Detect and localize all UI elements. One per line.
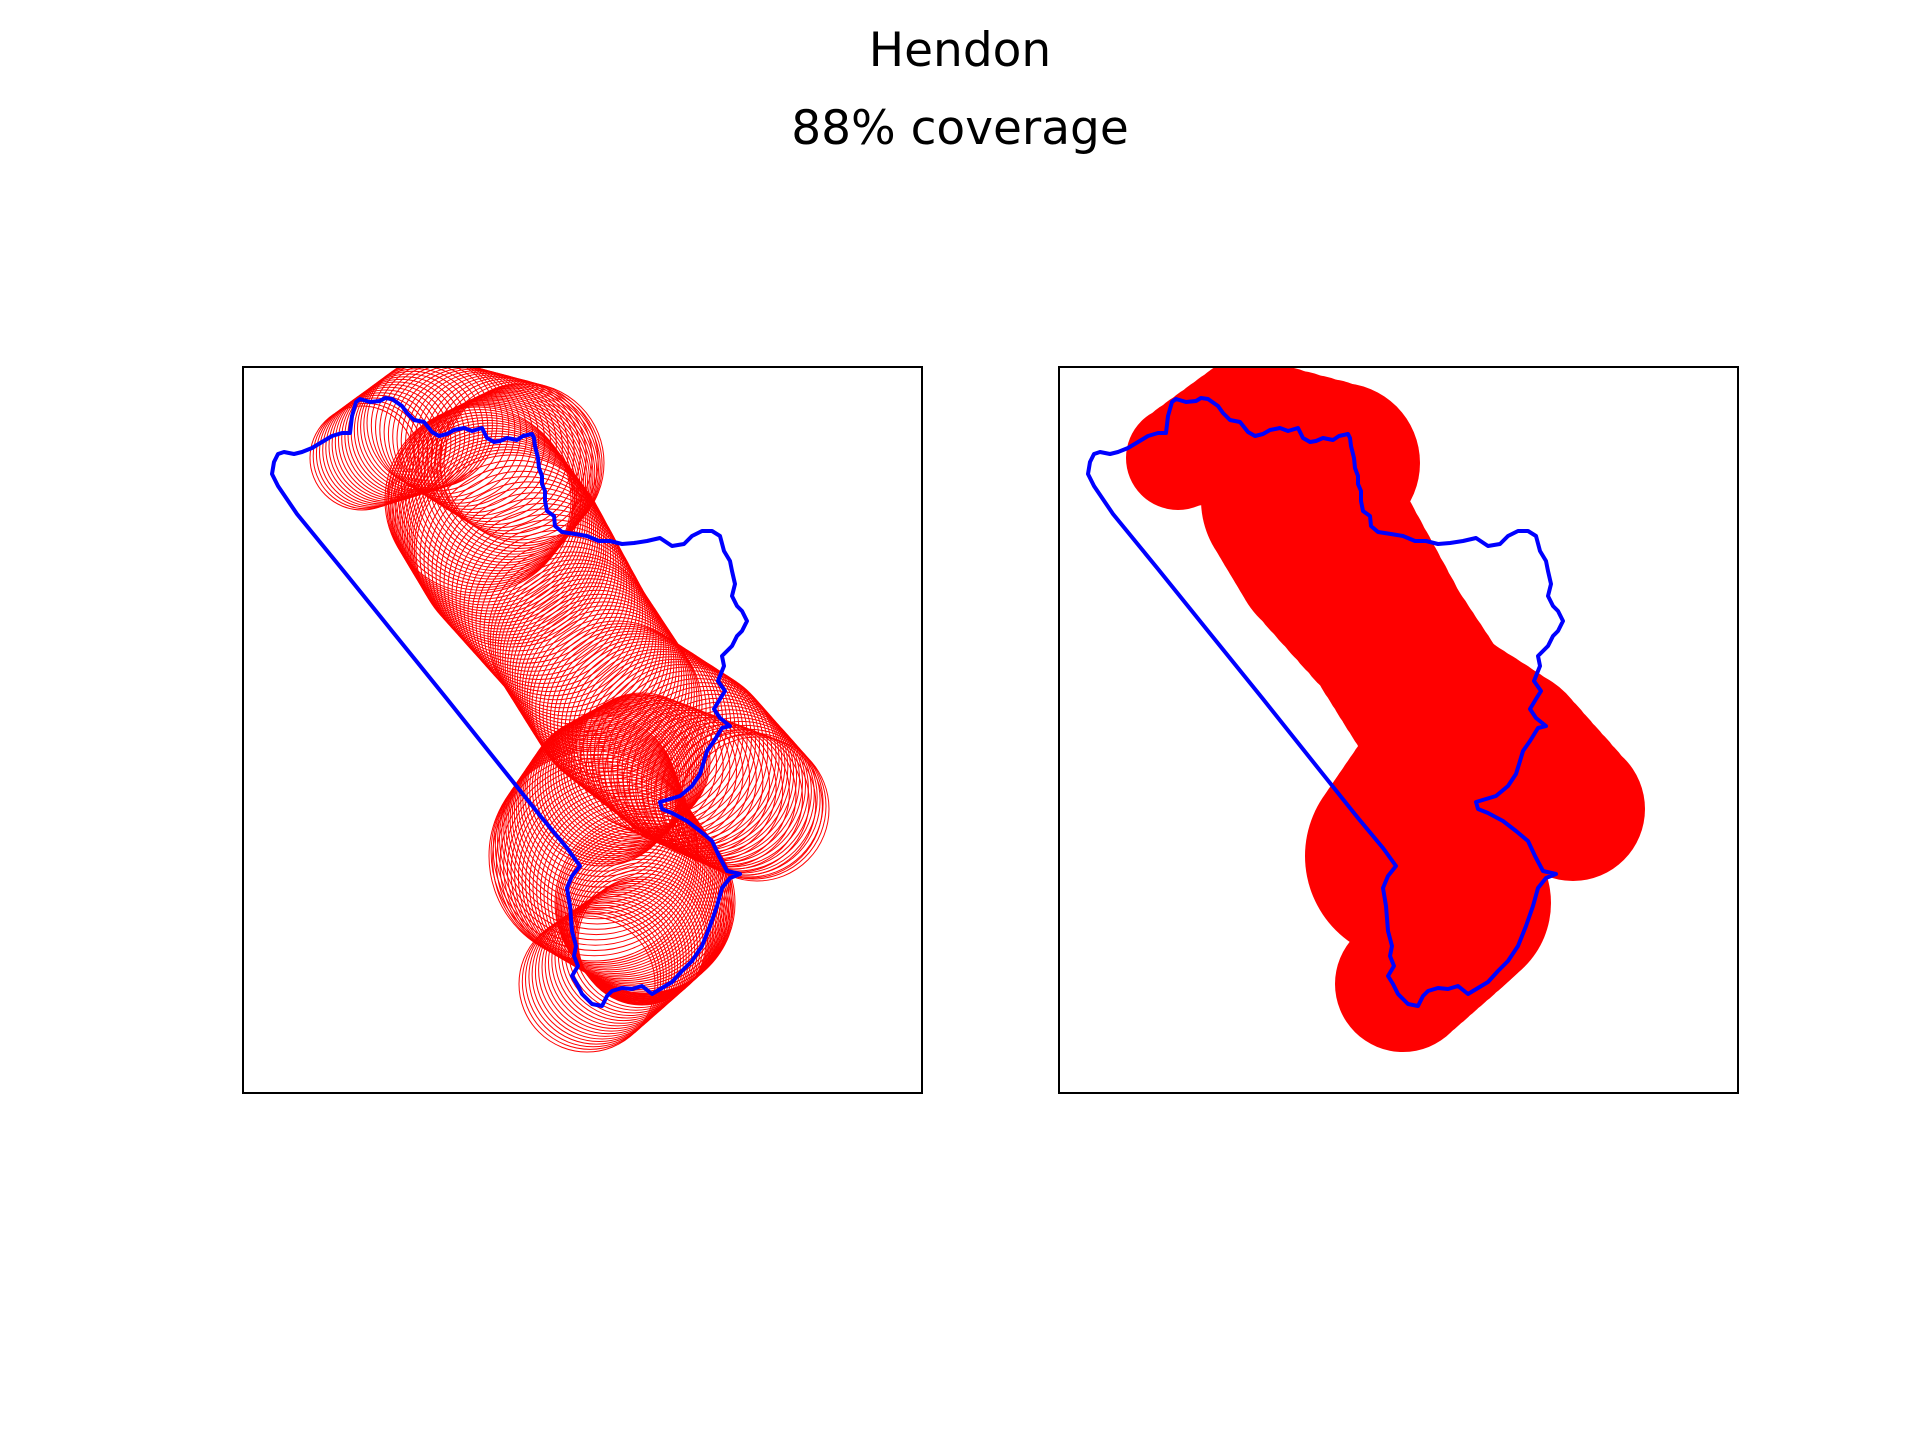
coverage-circle xyxy=(534,711,684,861)
coverage-circle xyxy=(511,589,683,760)
coverage-circle xyxy=(568,695,707,834)
coverage-circle xyxy=(463,519,641,697)
coverage-circle xyxy=(407,397,585,574)
coverage-circle xyxy=(558,823,731,996)
right-panel-filled-view xyxy=(1058,366,1739,1094)
coverage-circle xyxy=(548,896,681,1029)
coverage-circle xyxy=(529,616,700,788)
coverage-circle xyxy=(505,734,690,920)
coverage-circle xyxy=(551,893,684,1027)
coverage-circle xyxy=(451,503,633,684)
coverage-circle xyxy=(531,906,667,1043)
coverage-circle xyxy=(431,476,620,664)
coverage-circle xyxy=(566,844,721,1000)
coverage-circle xyxy=(433,386,599,552)
coverage-circle xyxy=(567,883,698,1014)
coverage-circle xyxy=(539,798,728,987)
coverage-circle xyxy=(400,430,590,621)
coverage-circle xyxy=(660,717,815,872)
ward-boundary xyxy=(270,396,749,1008)
coverage-circle xyxy=(518,915,656,1053)
coverage-circle xyxy=(417,393,590,566)
coverage-circle xyxy=(561,887,693,1019)
coverage-circle xyxy=(528,909,665,1045)
coverage-circle xyxy=(341,378,461,499)
coverage-circle xyxy=(598,702,738,842)
coverage-circle xyxy=(534,904,670,1040)
coverage-circle xyxy=(503,764,708,969)
coverage-circle xyxy=(496,742,695,941)
coverage-circle xyxy=(557,889,690,1022)
coverage-circle xyxy=(568,851,718,1001)
coverage-circle xyxy=(506,767,710,971)
coverage-circle xyxy=(554,891,687,1024)
coverage-circle xyxy=(479,540,652,713)
coverage-circle xyxy=(542,628,715,801)
coverage-circle xyxy=(430,387,598,555)
coverage-circle xyxy=(495,757,704,966)
coverage-circle xyxy=(510,771,712,973)
coverage-circle xyxy=(536,795,726,985)
coverage-circle xyxy=(514,774,714,974)
coverage-circle xyxy=(360,366,489,491)
coverage-circle xyxy=(560,830,728,997)
coverage-circle xyxy=(439,486,625,672)
axes-frame xyxy=(242,366,923,1094)
coverage-circle xyxy=(492,753,702,964)
coverage-subtitle: 88% coverage xyxy=(791,101,1129,156)
coverage-circle xyxy=(576,873,709,1005)
coverage-circle xyxy=(403,435,595,627)
coverage-circle xyxy=(499,760,706,967)
coverage-circle xyxy=(526,612,698,784)
coverage-circle xyxy=(401,433,593,624)
coverage-circle xyxy=(427,470,617,660)
coverage-circle xyxy=(419,459,612,652)
coverage-circle xyxy=(410,395,587,572)
coverage-circle xyxy=(544,898,679,1032)
coverage-circle xyxy=(559,826,729,997)
coverage-circle xyxy=(557,819,733,995)
coverage-circle xyxy=(554,812,736,994)
coverage-circle xyxy=(443,382,605,544)
coverage-circle xyxy=(555,815,734,995)
coverage-circle xyxy=(564,885,696,1016)
coverage-circle xyxy=(516,597,688,768)
coverage-circle xyxy=(538,902,673,1037)
figure-title: Hendon xyxy=(868,23,1052,78)
coverage-circle xyxy=(562,833,726,998)
coverage-disc xyxy=(1335,916,1471,1052)
coverage-circle xyxy=(443,492,628,676)
coverage-circle xyxy=(415,454,609,648)
left-panel-outline-view xyxy=(242,366,923,1094)
coverage-circle xyxy=(525,784,720,980)
coverage-circle xyxy=(597,666,777,846)
coverage-circle xyxy=(494,744,696,946)
coverage-circle xyxy=(503,736,691,925)
coverage-circle xyxy=(547,705,693,851)
coverage-filled-area xyxy=(1126,366,1645,1052)
coverage-circle xyxy=(383,366,522,501)
coverage-circle xyxy=(434,379,593,538)
axes-frame xyxy=(1058,366,1739,1094)
coverage-circle xyxy=(363,366,493,490)
coverage-circle xyxy=(490,748,699,957)
coverage-circle-outlines xyxy=(309,366,830,1053)
ward-boundary xyxy=(1086,396,1565,1008)
coverage-circle xyxy=(567,847,720,1001)
coverage-circle xyxy=(528,788,722,982)
coverage-circle xyxy=(525,911,662,1048)
coverage-circle xyxy=(541,900,676,1035)
coverage-circle xyxy=(521,913,659,1050)
coverage-circle xyxy=(423,390,594,561)
